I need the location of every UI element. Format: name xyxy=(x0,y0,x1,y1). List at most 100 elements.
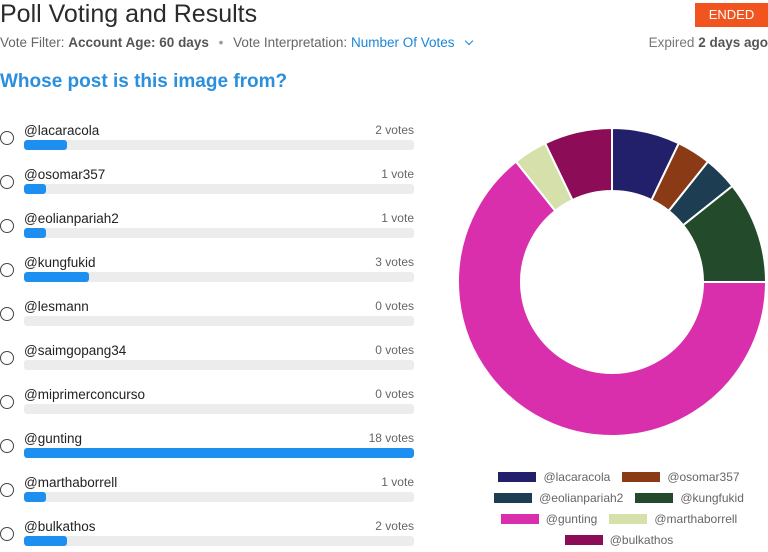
vote-bar xyxy=(24,316,414,326)
vote-bar xyxy=(24,536,414,546)
legend-label: @osomar357 xyxy=(667,470,740,484)
option-votes: 18 votes xyxy=(368,431,414,445)
legend-item[interactable]: @kungfukid xyxy=(635,491,744,505)
filter-separator: • xyxy=(218,35,224,50)
option-label: @osomar357 xyxy=(24,167,106,182)
legend-swatch xyxy=(494,493,533,503)
vote-bar-fill xyxy=(24,140,68,150)
radio-button[interactable] xyxy=(0,175,14,189)
legend-label: @gunting xyxy=(545,512,598,526)
poll-option[interactable]: @marthaborrell 1 vote xyxy=(0,475,414,511)
status-badge: ENDED xyxy=(695,3,768,27)
radio-button[interactable] xyxy=(0,351,14,365)
legend-row: @lacaracola @osomar357 xyxy=(470,470,768,484)
radio-button[interactable] xyxy=(0,307,14,321)
legend-swatch xyxy=(635,493,674,503)
poll-option[interactable]: @bulkathos 2 votes xyxy=(0,519,414,552)
option-label: @eolianpariah2 xyxy=(24,211,119,226)
option-label: @miprimerconcurso xyxy=(24,387,145,402)
vote-bar xyxy=(24,404,414,414)
radio-button[interactable] xyxy=(0,527,14,541)
page-title: Poll Voting and Results xyxy=(0,0,258,28)
expired-label: Expired xyxy=(648,35,695,50)
poll-option[interactable]: @lesmann 0 votes xyxy=(0,299,414,335)
results-donut-chart xyxy=(457,126,768,437)
option-label: @marthaborrell xyxy=(24,475,118,490)
radio-button[interactable] xyxy=(0,483,14,497)
vote-bar-fill xyxy=(24,272,89,282)
radio-button[interactable] xyxy=(0,219,14,233)
legend-swatch xyxy=(609,514,648,524)
option-label: @kungfukid xyxy=(24,255,96,270)
chart-legend: @lacaracola @osomar357 @eolianpariah2 @kung… xyxy=(470,470,768,552)
legend-swatch xyxy=(500,514,539,524)
legend-item[interactable]: @gunting xyxy=(500,512,598,526)
donut-slice-bulkathos xyxy=(543,126,613,202)
poll-option[interactable]: @kungfukid 3 votes xyxy=(0,255,414,291)
vote-bar xyxy=(24,492,414,502)
vote-bar xyxy=(24,448,414,458)
poll-option[interactable]: @miprimerconcurso 0 votes xyxy=(0,387,414,423)
option-votes: 1 vote xyxy=(381,475,414,489)
option-votes: 2 votes xyxy=(375,123,414,137)
legend-row: @eolianpariah2 @kungfukid xyxy=(470,491,768,505)
radio-button[interactable] xyxy=(0,131,14,145)
vote-interpretation-label: Vote Interpretation: xyxy=(233,35,348,50)
expired-value: 2 days ago xyxy=(698,35,768,50)
poll-option[interactable]: @lacaracola 2 votes xyxy=(0,123,414,159)
legend-swatch xyxy=(622,472,661,482)
option-votes: 1 vote xyxy=(381,211,414,225)
expiry-info: Expired 2 days ago xyxy=(649,35,768,50)
legend-label: @eolianpariah2 xyxy=(539,491,624,505)
vote-bar-fill xyxy=(24,536,68,546)
radio-button[interactable] xyxy=(0,439,14,453)
legend-item[interactable]: @lacaracola xyxy=(498,470,610,484)
legend-row: @bulkathos xyxy=(470,533,768,547)
legend-row: @gunting @marthaborrell xyxy=(470,512,768,526)
option-votes: 0 votes xyxy=(375,387,414,401)
option-votes: 2 votes xyxy=(375,519,414,533)
legend-label: @bulkathos xyxy=(609,533,674,547)
option-votes: 0 votes xyxy=(375,299,414,313)
vote-bar xyxy=(24,360,414,370)
vote-bar-fill xyxy=(24,228,46,238)
legend-label: @lacaracola xyxy=(543,470,611,484)
vote-bar xyxy=(24,272,414,282)
vote-interpretation-value[interactable]: Number Of Votes xyxy=(350,35,455,50)
option-votes: 0 votes xyxy=(375,343,414,357)
vote-bar xyxy=(24,140,414,150)
legend-swatch xyxy=(498,472,537,482)
legend-label: @kungfukid xyxy=(680,491,744,505)
legend-label: @marthaborrell xyxy=(654,512,738,526)
legend-item[interactable]: @marthaborrell xyxy=(609,512,737,526)
poll-option[interactable]: @osomar357 1 vote xyxy=(0,167,414,203)
poll-filters: Vote Filter: Account Age: 60 days • Vote… xyxy=(0,35,474,50)
option-votes: 1 vote xyxy=(381,167,414,181)
vote-bar-fill xyxy=(24,184,46,194)
option-label: @gunting xyxy=(24,431,82,446)
legend-item[interactable]: @eolianpariah2 xyxy=(494,491,623,505)
option-label: @lesmann xyxy=(24,299,89,314)
vote-filter-value: Account Age: 60 days xyxy=(68,35,209,50)
vote-bar-fill xyxy=(24,492,46,502)
vote-bar-fill xyxy=(24,448,414,458)
poll-option[interactable]: @saimgopang34 0 votes xyxy=(0,343,414,379)
legend-item[interactable]: @osomar357 xyxy=(622,470,740,484)
vote-bar xyxy=(24,228,414,238)
option-label: @lacaracola xyxy=(24,123,100,138)
vote-bar xyxy=(24,184,414,194)
vote-filter-label: Vote Filter: xyxy=(0,35,65,50)
poll-question: Whose post is this image from? xyxy=(0,71,288,92)
legend-swatch xyxy=(564,535,603,545)
poll-option[interactable]: @eolianpariah2 1 vote xyxy=(0,211,414,247)
donut-slice-gunting xyxy=(457,160,768,437)
radio-button[interactable] xyxy=(0,263,14,277)
option-votes: 3 votes xyxy=(375,255,414,269)
vote-interpretation-dropdown[interactable]: Number Of Votes xyxy=(350,35,474,50)
legend-item[interactable]: @bulkathos xyxy=(564,533,674,547)
option-label: @saimgopang34 xyxy=(24,343,127,358)
radio-button[interactable] xyxy=(0,395,14,409)
poll-option[interactable]: @gunting 18 votes xyxy=(0,431,414,467)
option-label: @bulkathos xyxy=(24,519,96,534)
chevron-down-icon[interactable] xyxy=(465,36,474,46)
